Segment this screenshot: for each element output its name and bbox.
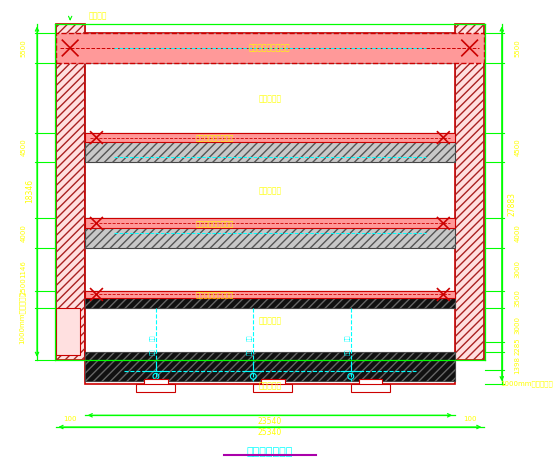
Bar bbox=[455, 24, 484, 360]
Text: 4000: 4000 bbox=[514, 224, 520, 242]
Text: 工字形钢筋混凝土撑: 工字形钢筋混凝土撑 bbox=[249, 44, 291, 53]
Bar bbox=[55, 308, 80, 355]
Bar bbox=[85, 33, 455, 384]
Bar bbox=[85, 133, 455, 143]
Text: 2285: 2285 bbox=[514, 337, 520, 355]
Bar bbox=[136, 384, 176, 392]
Bar bbox=[85, 219, 455, 228]
Bar bbox=[358, 379, 382, 391]
Text: 3500: 3500 bbox=[514, 290, 520, 307]
Text: 1146: 1146 bbox=[20, 260, 27, 278]
Text: 竖向分段示意图: 竖向分段示意图 bbox=[247, 447, 293, 457]
Text: 工字形钢筋混凝土撑: 工字形钢筋混凝土撑 bbox=[195, 291, 233, 298]
Bar bbox=[85, 352, 455, 381]
Text: 3000: 3000 bbox=[514, 260, 520, 278]
Bar bbox=[55, 33, 484, 63]
Text: 2500: 2500 bbox=[20, 277, 27, 295]
Text: 25340: 25340 bbox=[258, 428, 282, 438]
Text: 中线: 中线 bbox=[248, 349, 253, 355]
Text: 100: 100 bbox=[463, 416, 476, 422]
Bar bbox=[85, 291, 455, 308]
Bar bbox=[261, 379, 285, 391]
Text: 1000mm地下连续墙: 1000mm地下连续墙 bbox=[18, 292, 25, 344]
Text: 中线: 中线 bbox=[150, 349, 156, 355]
Text: 竖向第二层: 竖向第二层 bbox=[258, 316, 281, 325]
Text: 5500: 5500 bbox=[514, 39, 520, 57]
Text: 100: 100 bbox=[63, 416, 77, 422]
Bar bbox=[144, 379, 168, 391]
Text: 1398: 1398 bbox=[514, 356, 520, 374]
Text: 竖向第四层: 竖向第四层 bbox=[258, 187, 281, 196]
Text: 1000mm地下连续墙: 1000mm地下连续墙 bbox=[500, 381, 552, 387]
Bar bbox=[85, 219, 455, 248]
Text: 4000: 4000 bbox=[20, 224, 27, 242]
Bar bbox=[85, 33, 455, 63]
Text: 工字形钢筋混凝土撑: 工字形钢筋混凝土撑 bbox=[195, 220, 233, 227]
Text: 23540: 23540 bbox=[258, 417, 282, 426]
Text: 主筋: 主筋 bbox=[345, 334, 351, 341]
Text: 竖向第三层: 竖向第三层 bbox=[258, 94, 281, 103]
Bar bbox=[85, 291, 455, 308]
Bar bbox=[253, 384, 293, 392]
Text: 盖板标高: 盖板标高 bbox=[88, 11, 107, 20]
Text: 4500: 4500 bbox=[514, 138, 520, 156]
Bar bbox=[85, 291, 455, 299]
Text: 27883: 27883 bbox=[507, 192, 516, 216]
Text: 竖向第一层: 竖向第一层 bbox=[258, 382, 281, 391]
Bar bbox=[85, 219, 455, 248]
Text: 主筋: 主筋 bbox=[248, 334, 253, 341]
Text: 主筋: 主筋 bbox=[150, 334, 156, 341]
Text: 18346: 18346 bbox=[25, 179, 34, 203]
Bar bbox=[455, 24, 484, 360]
Bar bbox=[55, 24, 85, 360]
Text: 3000: 3000 bbox=[514, 316, 520, 334]
Bar bbox=[55, 24, 85, 360]
Text: 工字形钢筋混凝土撑: 工字形钢筋混凝土撑 bbox=[195, 134, 233, 141]
Bar bbox=[85, 33, 455, 63]
Bar bbox=[85, 133, 455, 162]
Text: 中线: 中线 bbox=[345, 349, 351, 355]
Text: 5500: 5500 bbox=[20, 39, 27, 57]
Bar bbox=[351, 384, 390, 392]
Bar bbox=[85, 133, 455, 162]
Text: 4500: 4500 bbox=[20, 138, 27, 156]
Bar bbox=[85, 352, 455, 381]
